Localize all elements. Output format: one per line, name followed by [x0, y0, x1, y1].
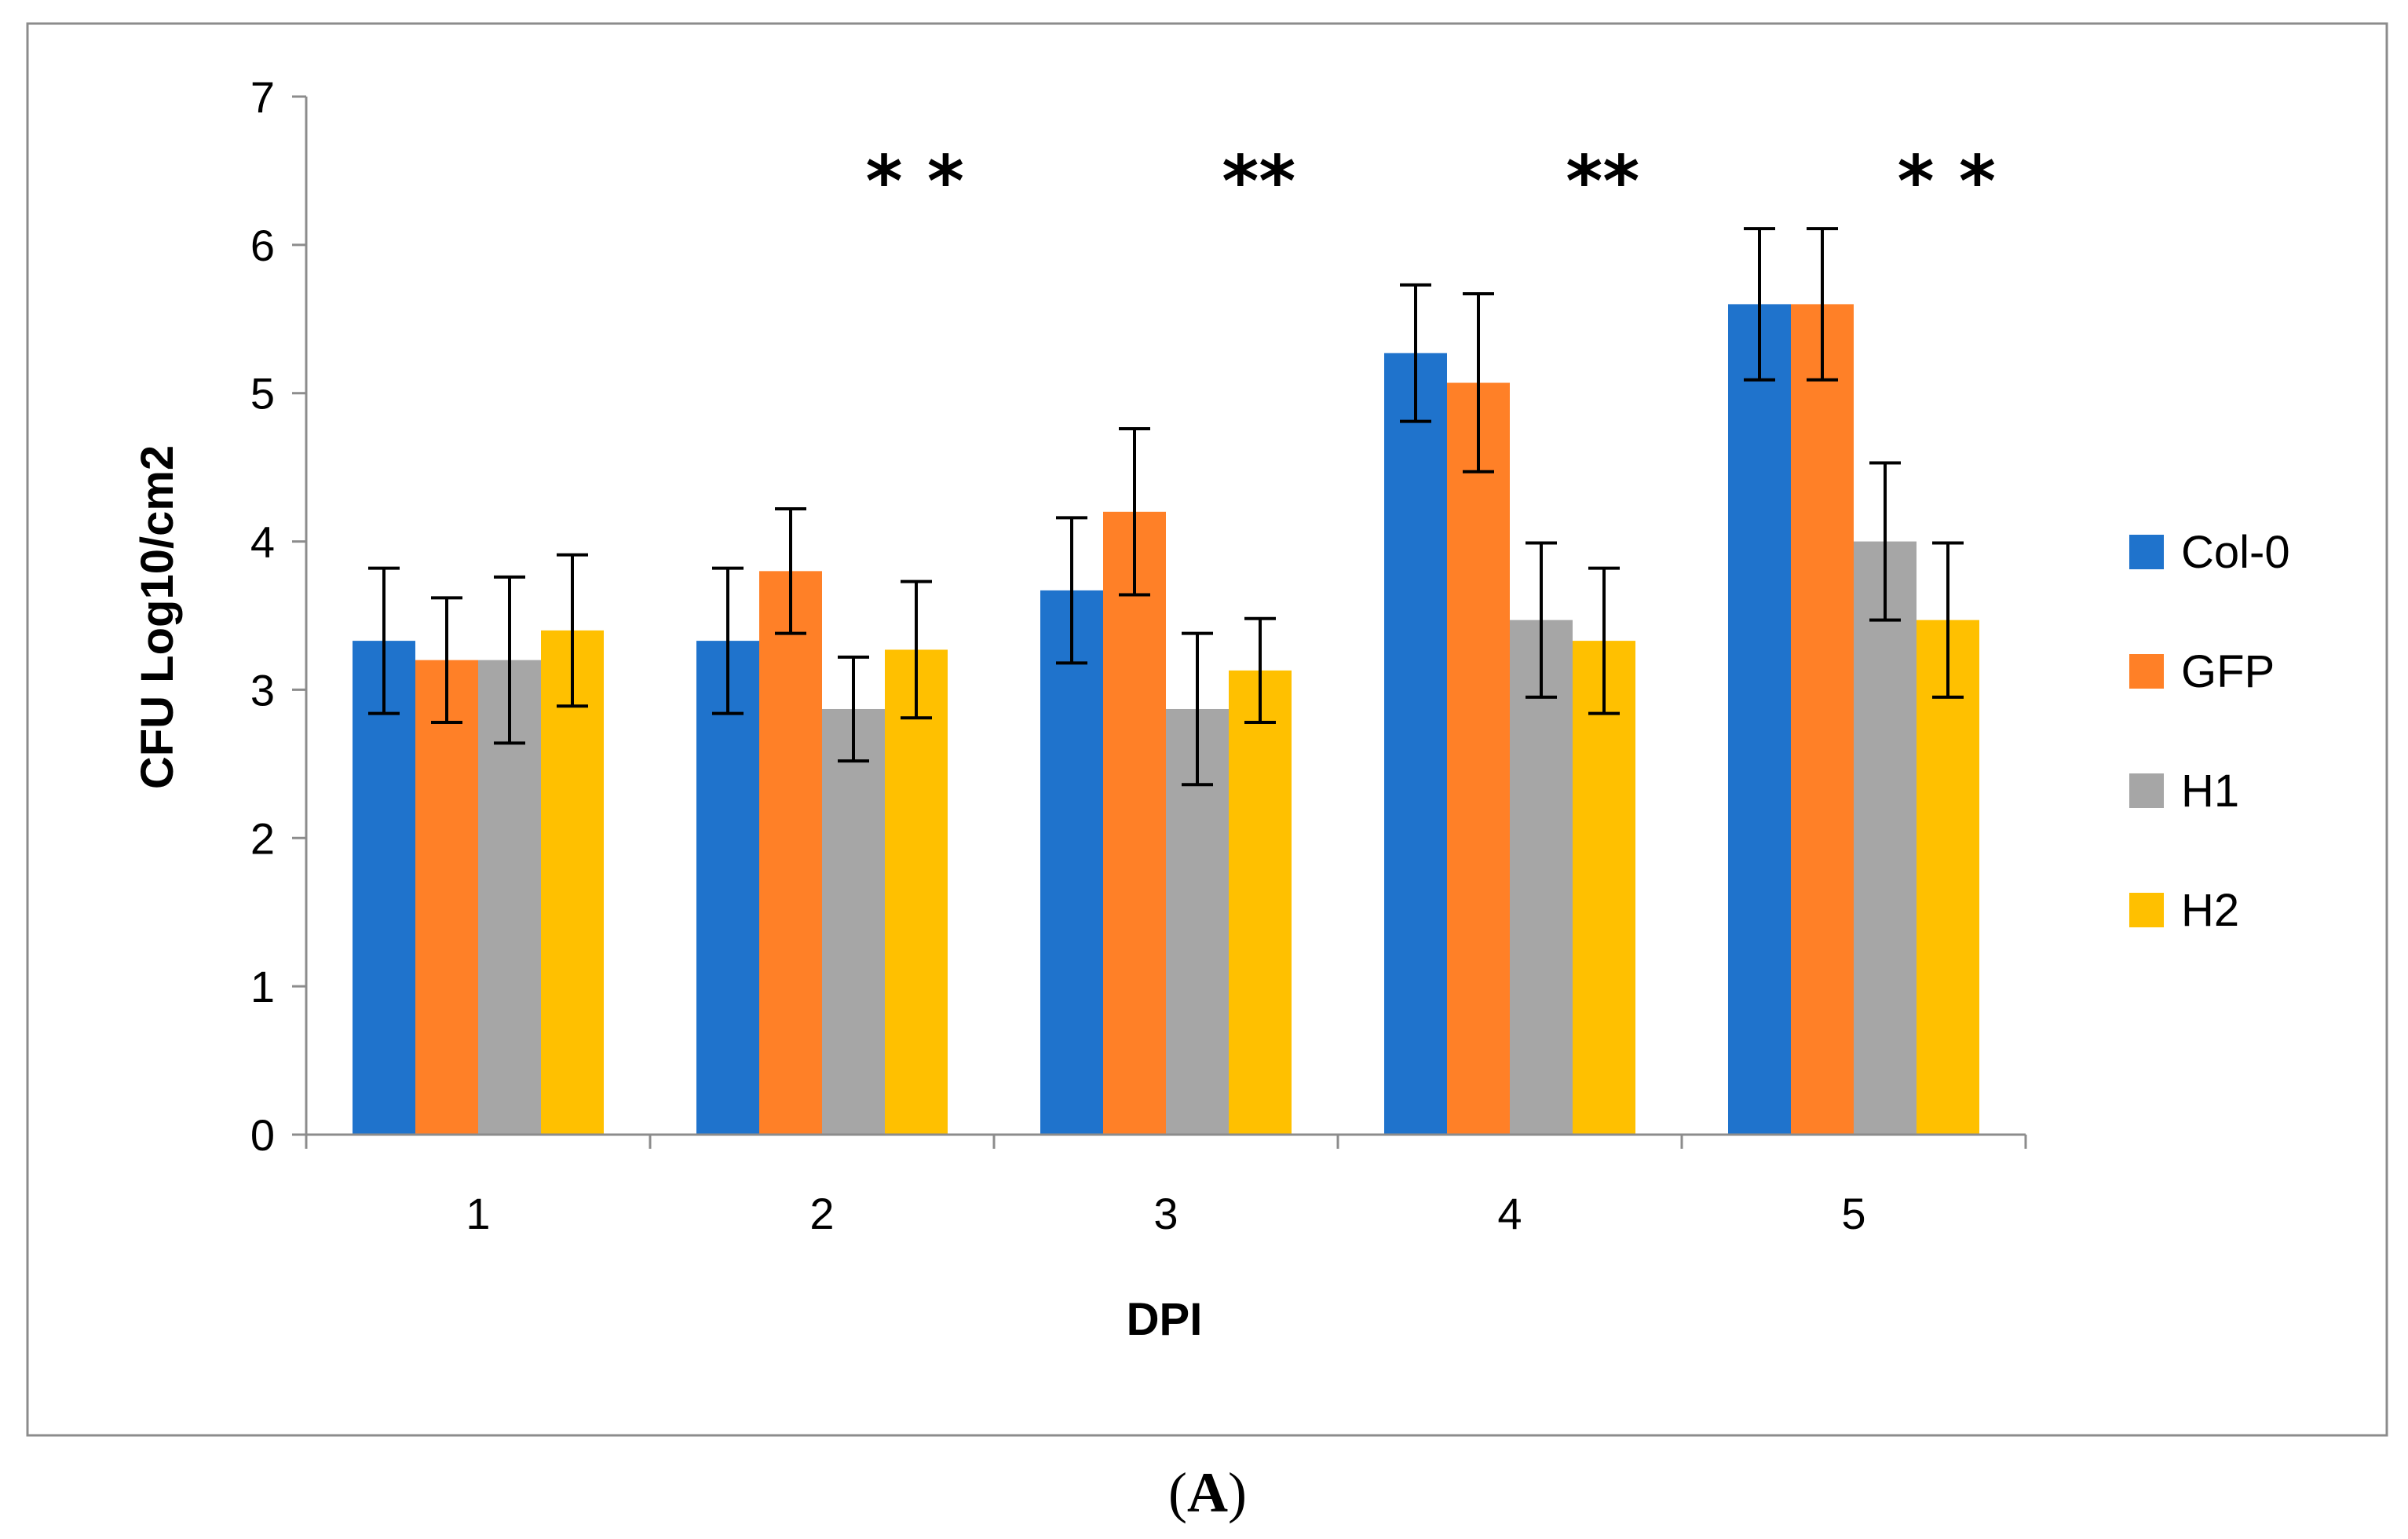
error-bar-col-0-dpi-2: [712, 566, 744, 715]
error-bar-h1-dpi-1: [494, 575, 525, 745]
error-bar-h2-dpi-4: [1588, 566, 1620, 715]
x-tick-label-4: 4: [1497, 1189, 1522, 1238]
error-bar-gfp-dpi-1: [431, 596, 462, 724]
significance-marker-dpi-4: **: [1566, 141, 1639, 223]
error-bar-gfp-dpi-4: [1463, 292, 1494, 473]
significance-marker-dpi-3: **: [1222, 141, 1295, 223]
bar-gfp-dpi-3: [1103, 511, 1166, 1135]
x-tick-label-2: 2: [809, 1189, 834, 1238]
legend-swatch-gfp: [2129, 654, 2164, 689]
y-tick-label-5: 5: [250, 369, 275, 419]
y-tick-label-6: 6: [250, 221, 275, 270]
legend-swatch-h2: [2129, 893, 2164, 927]
bar-col-0-dpi-4: [1384, 353, 1447, 1135]
error-bar-h1-dpi-3: [1182, 631, 1213, 787]
bar-col-0-dpi-5: [1728, 304, 1791, 1135]
x-tick-label-5: 5: [1841, 1189, 1865, 1238]
panel-label-close: ): [1228, 1461, 1247, 1524]
y-tick-label-7: 7: [250, 72, 275, 122]
bar-h1-dpi-2: [822, 708, 885, 1135]
legend-label-h1: H1: [2181, 766, 2239, 817]
error-bar-gfp-dpi-2: [775, 507, 806, 635]
error-bar-h1-dpi-5: [1869, 461, 1901, 622]
error-bar-h2-dpi-3: [1244, 616, 1276, 724]
bar-gfp-dpi-4: [1447, 382, 1510, 1135]
bars-layer: [353, 227, 1979, 1135]
error-bar-h1-dpi-4: [1526, 541, 1557, 699]
panel-label: (A): [1168, 1461, 1247, 1524]
bar-h2-dpi-3: [1229, 670, 1292, 1135]
bar-col-0-dpi-1: [353, 641, 415, 1135]
error-bar-col-0-dpi-1: [368, 566, 400, 715]
error-bar-h2-dpi-1: [557, 553, 588, 708]
y-tick-label-1: 1: [250, 962, 275, 1011]
legend-swatch-col-0: [2129, 535, 2164, 569]
bar-h2-dpi-2: [885, 649, 948, 1135]
panel-label-letter: A: [1187, 1461, 1228, 1524]
bar-col-0-dpi-3: [1040, 590, 1103, 1135]
legend-swatch-h1: [2129, 773, 2164, 808]
legend: Col-0 GFP H1 H2: [2129, 527, 2290, 936]
y-tick-label-0: 0: [250, 1110, 275, 1160]
error-bar-col-0-dpi-4: [1400, 283, 1431, 423]
y-tick-label-2: 2: [250, 813, 275, 863]
error-bar-h1-dpi-2: [838, 655, 869, 763]
y-tick-label-4: 4: [250, 517, 275, 567]
bar-gfp-dpi-5: [1791, 304, 1854, 1135]
significance-marker-dpi-5: * *: [1898, 141, 1996, 223]
significance-marker-dpi-2: * *: [866, 141, 964, 223]
x-tick-label-3: 3: [1153, 1189, 1178, 1238]
error-bar-gfp-dpi-5: [1807, 227, 1838, 382]
error-bar-col-0-dpi-5: [1744, 227, 1775, 382]
bar-h2-dpi-5: [1917, 620, 1979, 1135]
bar-h1-dpi-4: [1510, 620, 1573, 1135]
bar-h1-dpi-5: [1854, 541, 1917, 1135]
error-bar-col-0-dpi-3: [1056, 516, 1087, 665]
bar-gfp-dpi-1: [415, 660, 478, 1135]
labels-layer: 0 1 2 3 4 5 6 7 1 2 3 4 5 * * ** ** * *: [250, 72, 1996, 1238]
axes-layer: [292, 95, 2027, 1149]
y-tick-label-3: 3: [250, 665, 275, 715]
panel-label-open: (: [1168, 1461, 1187, 1524]
error-bar-h2-dpi-2: [901, 579, 932, 720]
error-bar-h2-dpi-5: [1932, 541, 1964, 699]
legend-label-col-0: Col-0: [2181, 527, 2290, 578]
x-axis-title: DPI: [1127, 1294, 1203, 1345]
bar-gfp-dpi-2: [759, 571, 822, 1135]
legend-label-gfp: GFP: [2181, 646, 2275, 697]
x-tick-label-1: 1: [466, 1189, 490, 1238]
error-bar-gfp-dpi-3: [1119, 427, 1150, 597]
bar-h2-dpi-4: [1573, 641, 1635, 1135]
y-axis-title: CFU Log10/cm2: [132, 445, 183, 789]
bar-h2-dpi-1: [541, 630, 604, 1135]
legend-label-h2: H2: [2181, 885, 2239, 936]
bar-col-0-dpi-2: [696, 641, 759, 1135]
